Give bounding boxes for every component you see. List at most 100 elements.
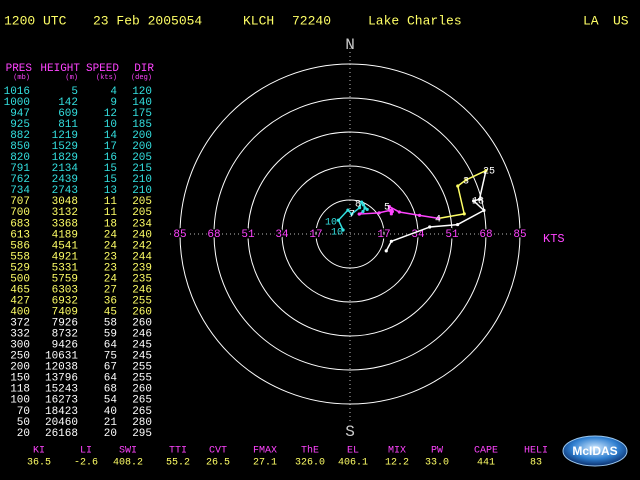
table-cell: 3368 bbox=[52, 218, 78, 230]
hodograph-segment bbox=[457, 185, 465, 215]
table-cell: 1829 bbox=[52, 152, 78, 164]
table-cell: 13 bbox=[104, 185, 117, 197]
table-cell: 734 bbox=[10, 185, 30, 197]
table-cell: 13796 bbox=[45, 373, 78, 385]
hodograph-point bbox=[472, 199, 476, 203]
column-header: HEIGHT bbox=[40, 63, 80, 75]
table-cell: 613 bbox=[10, 229, 30, 241]
index-name: HELI bbox=[524, 446, 548, 457]
south-label: S bbox=[345, 423, 355, 441]
table-cell: 24 bbox=[104, 240, 118, 252]
table-cell: 1529 bbox=[52, 141, 78, 153]
column-unit: (mb) bbox=[13, 74, 30, 82]
table-cell: 6932 bbox=[52, 295, 78, 307]
table-cell: 300 bbox=[10, 340, 30, 352]
table-cell: 26168 bbox=[45, 428, 78, 440]
hodograph-point bbox=[384, 249, 388, 253]
table-cell: 245 bbox=[132, 340, 152, 352]
hodograph-point bbox=[389, 212, 393, 216]
table-cell: 70 bbox=[17, 406, 30, 418]
index-name: SWI bbox=[119, 446, 137, 457]
table-cell: 205 bbox=[132, 207, 152, 219]
station-id: 72240 bbox=[292, 13, 331, 28]
index-value: 55.2 bbox=[166, 458, 190, 469]
table-cell: 280 bbox=[132, 417, 152, 429]
index-value: 408.2 bbox=[113, 458, 143, 469]
table-cell: 791 bbox=[10, 163, 30, 175]
table-cell: 11 bbox=[104, 196, 118, 208]
column-unit: (m) bbox=[65, 74, 78, 82]
index-name: EL bbox=[347, 446, 359, 457]
table-cell: 850 bbox=[10, 141, 30, 153]
table-cell: 1000 bbox=[4, 97, 30, 109]
hodograph-point bbox=[462, 212, 466, 216]
hodograph-segment bbox=[473, 200, 485, 211]
hodograph-segment bbox=[351, 207, 361, 215]
table-cell: 50 bbox=[17, 417, 30, 429]
hodograph-point bbox=[464, 178, 468, 182]
hodograph-segment bbox=[359, 212, 380, 215]
range-ring bbox=[213, 97, 487, 371]
table-cell: 75 bbox=[104, 351, 117, 363]
table-cell: 12 bbox=[104, 108, 117, 120]
hodograph-point bbox=[389, 239, 393, 243]
table-cell: 820 bbox=[10, 152, 30, 164]
hodograph-point bbox=[336, 218, 341, 222]
unit-label: KTS bbox=[543, 232, 565, 246]
hodograph-point bbox=[361, 203, 366, 207]
index-name: ThE bbox=[301, 445, 319, 457]
hodograph-point bbox=[341, 228, 345, 232]
ring-label: 17 bbox=[377, 229, 390, 241]
table-cell: 15 bbox=[104, 163, 117, 175]
hodograph-segment bbox=[337, 219, 344, 231]
table-cell: 20460 bbox=[45, 417, 78, 429]
table-cell: 200 bbox=[132, 141, 152, 153]
range-ring bbox=[315, 199, 385, 269]
table-cell: 118 bbox=[10, 384, 30, 396]
table-cell: 205 bbox=[132, 196, 152, 208]
range-ring bbox=[247, 131, 453, 337]
table-cell: 683 bbox=[10, 218, 30, 230]
table-cell: 200 bbox=[132, 130, 152, 142]
hodograph-segment bbox=[419, 214, 439, 220]
table-cell: 59 bbox=[104, 329, 117, 341]
hodograph-point bbox=[387, 208, 392, 212]
table-cell: 142 bbox=[58, 97, 78, 109]
ring-label: 68 bbox=[207, 229, 220, 241]
table-cell: 23 bbox=[104, 251, 117, 263]
column-unit: (deg) bbox=[131, 74, 152, 82]
table-cell: 5331 bbox=[52, 262, 79, 274]
table-cell: 6303 bbox=[52, 284, 78, 296]
hodograph-point bbox=[357, 212, 361, 216]
hodograph-segment bbox=[391, 226, 430, 242]
hodograph-segment bbox=[465, 169, 487, 181]
logo: McIDAS bbox=[572, 444, 617, 458]
table-cell: 255 bbox=[132, 295, 152, 307]
table-cell: 260 bbox=[132, 307, 152, 319]
header: 1200 UTC 23 Feb 2005054 KLCH 72240 Lake … bbox=[4, 13, 629, 28]
column-header: SPEED bbox=[86, 63, 119, 75]
table-cell: 150 bbox=[10, 373, 30, 385]
table-cell: 1016 bbox=[4, 86, 30, 98]
ring-label: 85 bbox=[513, 229, 526, 241]
station: KLCH bbox=[243, 13, 274, 28]
table-cell: 239 bbox=[132, 262, 152, 274]
index-name: FMAX bbox=[253, 446, 277, 457]
table-cell: 18423 bbox=[45, 406, 78, 418]
hodograph-point bbox=[477, 197, 482, 201]
table-cell: 210 bbox=[132, 174, 152, 186]
index-name: LI bbox=[80, 446, 92, 457]
index-name: TTI bbox=[169, 446, 187, 457]
table-cell: 120 bbox=[132, 86, 152, 98]
table-cell: 15 bbox=[104, 174, 117, 186]
table-cell: 244 bbox=[132, 251, 152, 263]
table-cell: 100 bbox=[10, 395, 30, 407]
index-value: 83 bbox=[530, 458, 542, 469]
height-label: 10 bbox=[325, 218, 337, 229]
ring-label: 17 bbox=[309, 229, 322, 241]
ring-label: 51 bbox=[241, 229, 255, 241]
index-name: KI bbox=[33, 446, 45, 457]
table-cell: 10631 bbox=[45, 351, 78, 363]
table-cell: 200 bbox=[10, 362, 30, 374]
height-label: 4 bbox=[435, 215, 441, 226]
